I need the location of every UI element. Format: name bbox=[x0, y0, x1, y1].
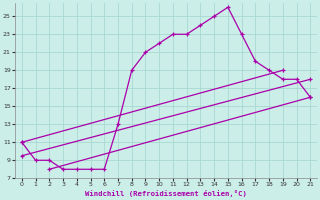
X-axis label: Windchill (Refroidissement éolien,°C): Windchill (Refroidissement éolien,°C) bbox=[85, 190, 247, 197]
